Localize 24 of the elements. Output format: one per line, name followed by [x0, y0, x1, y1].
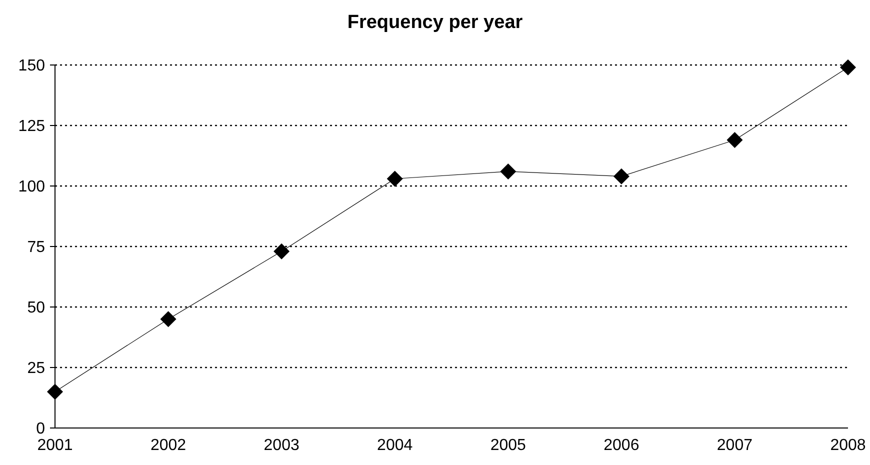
- x-tick-label: 2001: [37, 437, 73, 454]
- y-tick-label: 100: [18, 178, 46, 196]
- x-tick-label: 2003: [264, 437, 300, 454]
- x-tick-label: 2005: [490, 437, 526, 454]
- y-tick-label: 25: [27, 360, 46, 378]
- y-tick-label: 75: [27, 239, 46, 256]
- x-tick-label: 2004: [377, 437, 413, 454]
- point: [613, 168, 630, 184]
- point: [500, 163, 516, 180]
- point: [386, 170, 403, 187]
- y-tick-label: 0: [36, 420, 46, 438]
- chart-title: Frequency per year: [347, 12, 524, 33]
- y-tick-label: 125: [18, 118, 46, 136]
- point: [840, 59, 856, 76]
- point: [47, 384, 63, 400]
- y-tick-label: 50: [27, 300, 46, 317]
- x-tick-label: 2008: [830, 437, 866, 454]
- point: [160, 311, 176, 328]
- x-tick-label: 2002: [150, 437, 186, 454]
- point: [274, 243, 290, 260]
- x-tick-label: 2006: [604, 437, 640, 454]
- x-tick-label: 2007: [716, 437, 753, 454]
- y-tick-label: 150: [18, 58, 46, 75]
- point: [726, 132, 743, 148]
